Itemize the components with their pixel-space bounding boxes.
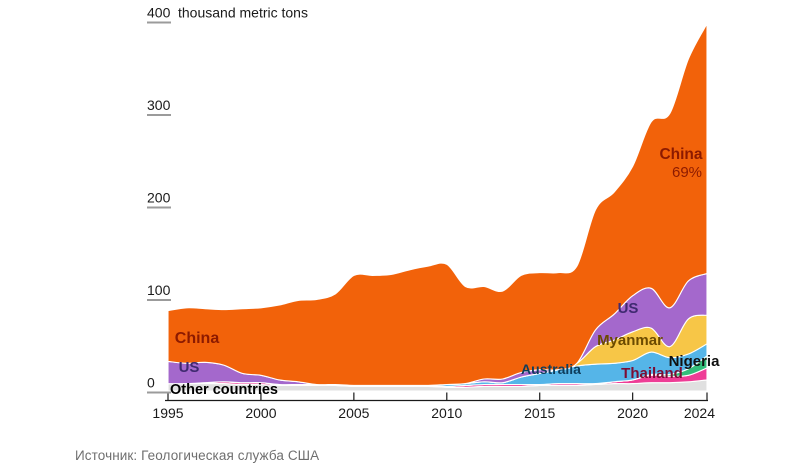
label-us-right: US [618,300,639,317]
label-china-left: China [175,330,220,347]
x-tick-label: 2020 [617,405,648,421]
x-tick-label: 2024 [684,405,715,421]
label-us-left: US [179,359,200,376]
x-tick-label: 1995 [152,405,183,421]
y-tick-label: 300 [147,97,171,113]
label-thailand: Thailand [621,365,683,382]
label-china-right: China [659,146,702,163]
source-caption: Источник: Геологическая служба США [75,448,320,463]
x-tick-label: 2010 [431,405,462,421]
y-tick-label: 400 [147,5,171,21]
y-tick-label: 0 [147,375,155,391]
label-myanmar: Myanmar [597,332,663,349]
area-china [167,23,708,387]
y-tick-label: 100 [147,282,171,298]
x-tick-label: 2015 [524,405,555,421]
label-australia: Australia [521,361,581,377]
y-tick-label: 200 [147,190,171,206]
label-other-countries: Other countries [170,382,278,398]
label-nigeria: Nigeria [669,353,721,370]
x-tick-label: 2000 [245,405,276,421]
label-china-percent: 69% [672,164,702,181]
y-axis-unit-label: thousand metric tons [178,5,308,21]
x-tick-label: 2005 [338,405,369,421]
